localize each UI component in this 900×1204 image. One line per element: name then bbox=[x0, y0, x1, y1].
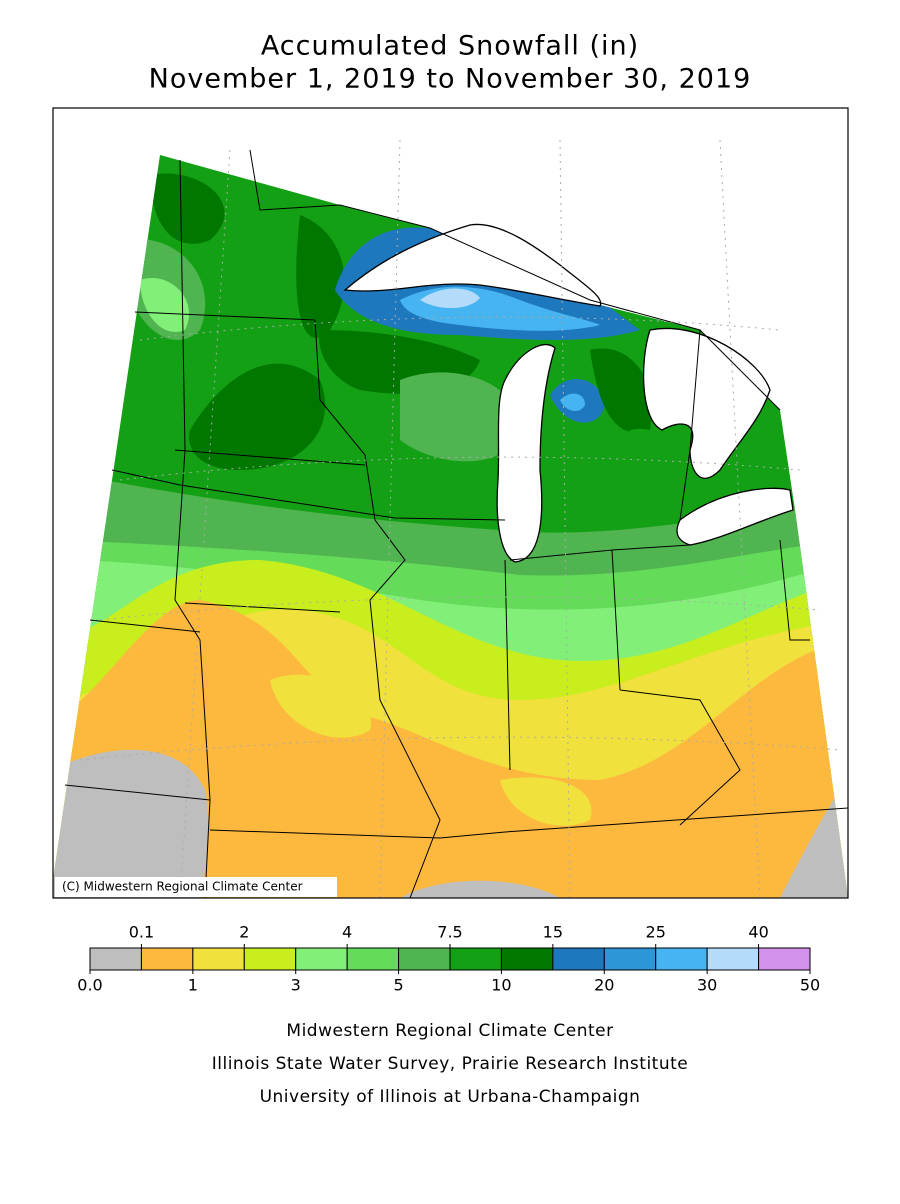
snow-area bbox=[189, 363, 326, 470]
legend-swatch bbox=[552, 947, 605, 971]
snow-area bbox=[53, 600, 848, 898]
legend-swatch bbox=[140, 947, 194, 971]
footer-line: University of Illinois at Urbana-Champai… bbox=[260, 1087, 641, 1107]
snow-area bbox=[150, 173, 225, 244]
state-lines bbox=[64, 159, 849, 899]
snow-area bbox=[627, 428, 680, 522]
legend-label: 40 bbox=[748, 923, 768, 942]
subtitle: November 1, 2019 to November 30, 2019 bbox=[149, 64, 752, 95]
lakes bbox=[343, 223, 794, 563]
lake-michigan bbox=[496, 343, 556, 563]
snow-area bbox=[296, 215, 345, 338]
credit-box bbox=[55, 877, 337, 897]
legend-label: 25 bbox=[646, 923, 666, 942]
legend-swatch bbox=[758, 947, 811, 971]
legend-label: 2 bbox=[239, 923, 249, 942]
legend-label: 30 bbox=[697, 976, 717, 995]
legend-label: 5 bbox=[393, 976, 403, 995]
legend-swatch bbox=[243, 947, 297, 971]
border-line bbox=[249, 149, 781, 411]
legend: 0.0 0.1 1 2 3 4 5 7.5 10 15 20 25 30 40 50 bbox=[77, 923, 820, 995]
lake-huron bbox=[642, 327, 771, 479]
legend-label: 1 bbox=[188, 976, 198, 995]
graticule bbox=[79, 139, 841, 899]
map-frame bbox=[52, 107, 849, 899]
legend-swatch bbox=[449, 947, 502, 971]
legend-label: 4 bbox=[342, 923, 352, 942]
legend-swatch bbox=[500, 947, 554, 971]
legend-swatch bbox=[655, 947, 708, 971]
legend-label: 3 bbox=[291, 976, 301, 995]
legend-label: 20 bbox=[594, 976, 614, 995]
legend-swatch bbox=[346, 947, 400, 971]
lake-superior bbox=[343, 223, 602, 307]
legend-swatch bbox=[89, 947, 142, 971]
snow-area bbox=[420, 288, 480, 309]
footer-line: Illinois State Water Survey, Prairie Res… bbox=[212, 1054, 688, 1074]
snow-area bbox=[590, 348, 652, 433]
snow-area bbox=[53, 749, 209, 898]
credit: (C) Midwestern Regional Climate Center bbox=[62, 880, 303, 894]
footer-line: Midwestern Regional Climate Center bbox=[286, 1021, 613, 1041]
snow-area bbox=[400, 880, 560, 898]
snow-area bbox=[560, 393, 585, 412]
legend-label: 15 bbox=[543, 923, 563, 942]
snow-area bbox=[270, 674, 372, 738]
legend-label: 0.0 bbox=[77, 976, 102, 995]
snow-area bbox=[400, 372, 520, 462]
legend-label: 10 bbox=[491, 976, 511, 995]
grid-line bbox=[179, 139, 761, 899]
legend-swatch bbox=[706, 947, 760, 971]
legend-swatch bbox=[192, 947, 245, 971]
title: Accumulated Snowfall (in) bbox=[261, 31, 639, 62]
map: (C) Midwestern Regional Climate Center bbox=[52, 107, 849, 899]
legend-swatch bbox=[295, 947, 348, 971]
legend-label: 0.1 bbox=[129, 923, 154, 942]
boundaries bbox=[64, 149, 849, 899]
lake-erie bbox=[676, 487, 794, 546]
legend-label: 50 bbox=[800, 976, 820, 995]
legend-swatch bbox=[398, 947, 451, 971]
snow-area bbox=[140, 278, 189, 332]
legend-swatch bbox=[603, 947, 657, 971]
legend-label: 7.5 bbox=[437, 923, 462, 942]
